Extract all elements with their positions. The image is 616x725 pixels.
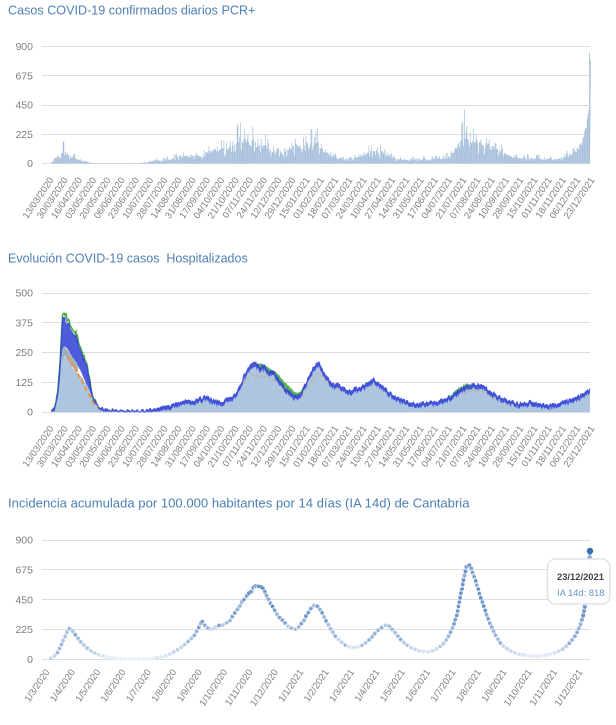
- svg-text:Casos COVID-19 confirmados dia: Casos COVID-19 confirmados diarios PCR+: [8, 4, 255, 18]
- svg-text:Evolución COVID-19 casos Hosp: Evolución COVID-19 casos Hospitalizados: [8, 252, 248, 266]
- svg-text:450: 450: [15, 100, 33, 112]
- svg-text:0: 0: [27, 407, 33, 419]
- svg-text:IA 14d: 818: IA 14d: 818: [557, 587, 604, 598]
- svg-text:0: 0: [27, 158, 33, 170]
- svg-text:675: 675: [15, 565, 33, 577]
- svg-text:0: 0: [27, 654, 33, 666]
- svg-text:225: 225: [15, 624, 33, 636]
- svg-text:900: 900: [15, 41, 33, 53]
- svg-text:250: 250: [15, 347, 33, 359]
- svg-text:450: 450: [15, 594, 33, 606]
- svg-text:900: 900: [15, 535, 33, 547]
- svg-text:675: 675: [15, 70, 33, 82]
- svg-text:23/12/2021: 23/12/2021: [557, 571, 604, 582]
- svg-text:225: 225: [15, 129, 33, 141]
- svg-text:375: 375: [15, 317, 33, 329]
- svg-text:500: 500: [15, 288, 33, 300]
- svg-text:125: 125: [15, 377, 33, 389]
- svg-text:Incidencia acumulada por 100.0: Incidencia acumulada por 100.000 habitan…: [8, 496, 470, 511]
